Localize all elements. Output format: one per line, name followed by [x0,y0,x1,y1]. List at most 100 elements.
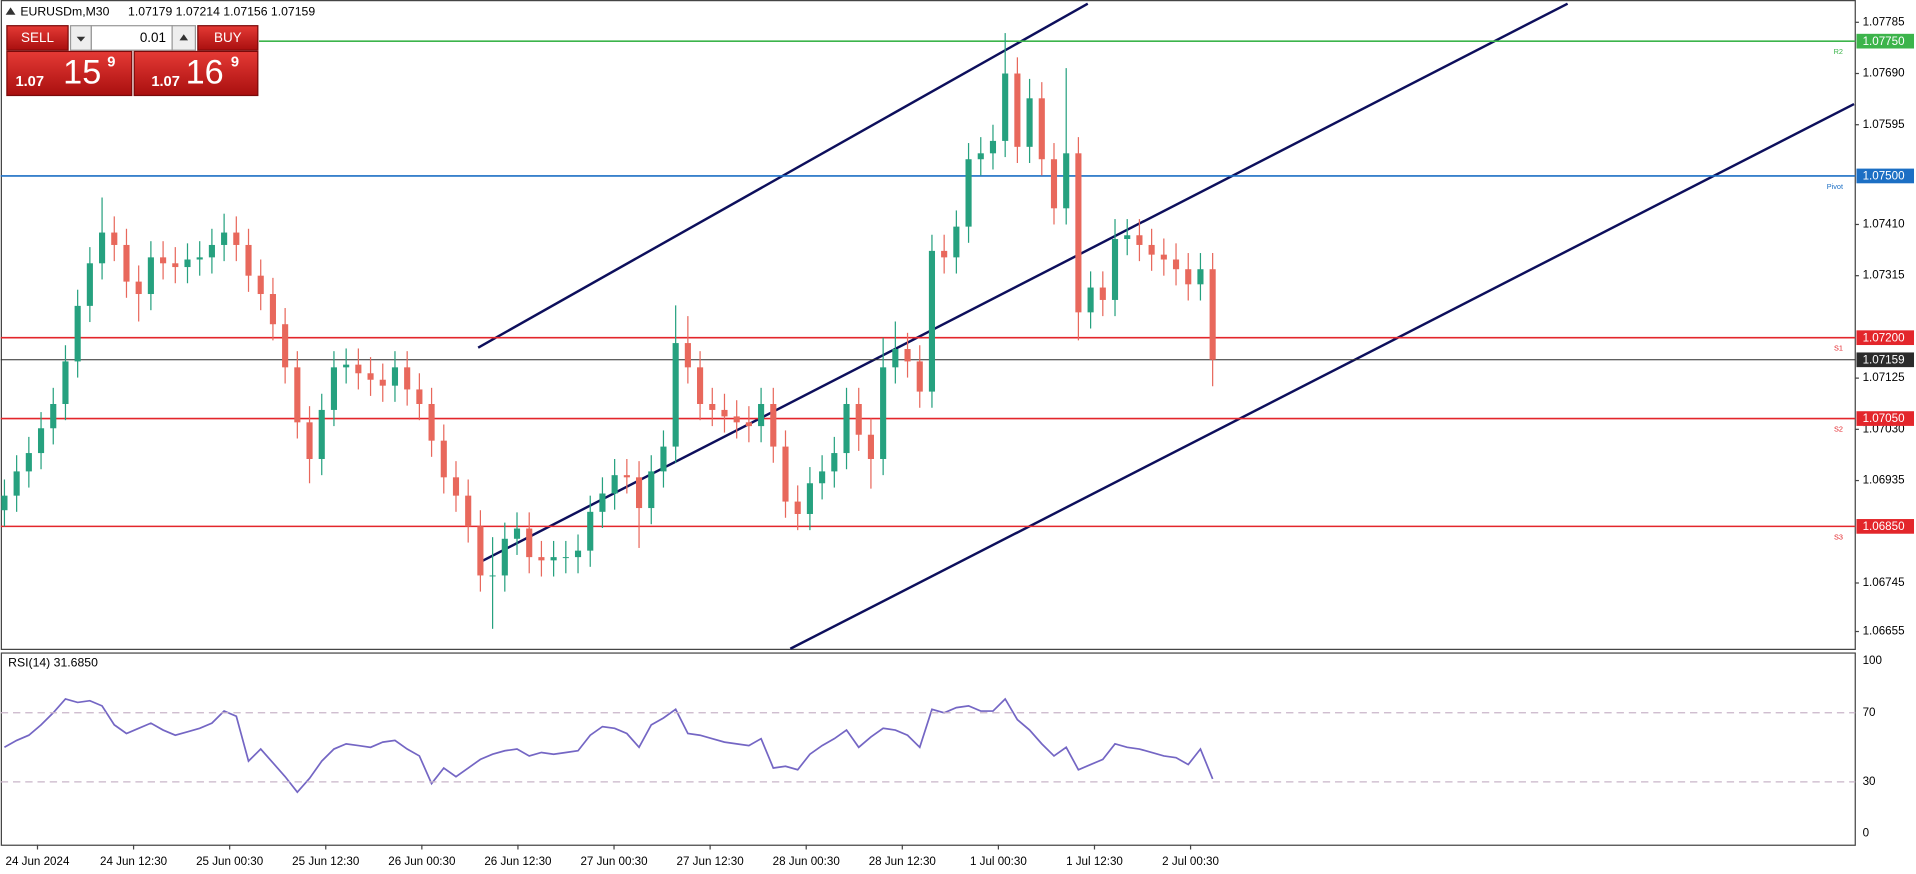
candle-body [233,232,240,245]
candle-body [1160,254,1167,260]
rsi-title: RSI(14) 31.6850 [8,656,98,670]
y-tick-label: 30 [1863,775,1876,788]
candle-body [880,367,887,459]
candle-body [989,140,997,154]
y-tick-label: 0 [1863,827,1869,840]
chart-ohlc: 1.07179 1.07214 1.07156 1.07159 [128,4,315,18]
candle-body [550,557,557,561]
candle-body [62,361,69,405]
candle-body [1,495,8,511]
current-price-tag [1856,352,1915,368]
ask-point: 9 [231,54,239,70]
candle-body [99,232,106,264]
bid-big: 1.07 [15,74,44,90]
y-tick-label: 1.06745 [1863,576,1905,589]
candle-body [855,404,862,435]
candle-body [794,501,801,514]
level-tag [1856,411,1915,426]
x-tick-label: 27 Jun 12:30 [677,855,744,868]
sell-button[interactable] [6,25,69,51]
level-tag [1856,168,1915,184]
buy-button[interactable] [197,25,259,51]
trendline [477,2,1569,565]
candle-body [733,416,740,423]
level-label: 1.07200 [1863,331,1905,344]
collapse-icon[interactable] [5,7,16,15]
candle-body [721,409,728,417]
candle-body [1185,269,1192,285]
candle-body [172,263,179,268]
candle-body [147,257,154,295]
candle-body [501,538,508,576]
candle-body [599,493,606,512]
y-tick-label: 1.07785 [1863,15,1905,28]
candle-body [1197,269,1204,285]
candle-body [806,483,813,514]
candle-body [269,294,276,325]
candle-body [758,404,765,427]
candle-body [391,367,399,386]
candle-body [318,409,325,459]
x-tick-label: 25 Jun 00:30 [196,855,263,868]
levels: R2 Pivot S1 S2 S3 [0,40,1856,541]
level-label: 1.07750 [1863,35,1905,48]
candle-body [135,281,142,295]
candle-body [1209,269,1216,360]
candle-body [660,446,667,472]
candle-body [953,226,960,258]
candle-body [623,475,630,478]
candle-body [330,367,338,410]
candle-body [1026,98,1033,147]
bid-pips: 15 [63,54,101,92]
candle-body [831,453,838,472]
candle-body [37,428,45,454]
candle-body [587,511,594,551]
candle-body [1050,159,1058,209]
candle-body [379,379,386,386]
lot-input[interactable] [90,25,173,51]
candle-body [1111,239,1119,300]
candle-body [977,153,984,160]
level-tag [1856,33,1915,49]
rsi-line [4,697,1214,794]
ask-box[interactable] [133,50,259,97]
y-tick-label: 1.07595 [1863,118,1905,131]
candle-body [1002,73,1009,141]
x-tick-label: 24 Jun 2024 [6,855,70,868]
level-label: 1.06850 [1863,520,1905,533]
candle-body [892,349,899,368]
sell-label: SELL [21,30,54,45]
candle-body [123,244,130,282]
candle-body [843,404,850,454]
candle-body [1136,235,1143,245]
trade-panel: SELL 0.01 BUY 1.07 15 9 1.07 16 9 [6,25,259,97]
chart-title: EURUSDm,M30 [20,4,109,18]
y-tick-label: 1.06935 [1863,474,1905,487]
level-name: S1 [1834,344,1843,353]
level-tag [1856,330,1915,346]
x-tick-label: 28 Jun 12:30 [869,855,936,868]
candle-body [782,446,789,502]
candle-body [184,259,191,268]
y-tick-label: 1.06655 [1863,625,1905,638]
candle-body [221,232,228,245]
candle-body [1148,244,1155,255]
x-tick-label: 26 Jun 00:30 [388,855,455,868]
candle-body [257,275,264,295]
bid-box[interactable] [6,50,133,97]
rsi-pane [0,652,1856,846]
candle-body [1063,153,1070,209]
y-tick-label: 1.07690 [1863,67,1905,80]
x-tick-label: 26 Jun 12:30 [484,855,551,868]
candle-body [489,575,496,577]
candle-body [477,526,484,576]
ask-pips: 16 [186,54,224,92]
candle-body [1172,259,1180,270]
candle-body [25,453,32,472]
candle-body [538,557,545,561]
x-tick-label: 27 Jun 00:30 [580,855,647,868]
level-name: S3 [1834,532,1843,541]
candle-body [111,232,118,245]
level-tag [1856,519,1915,534]
